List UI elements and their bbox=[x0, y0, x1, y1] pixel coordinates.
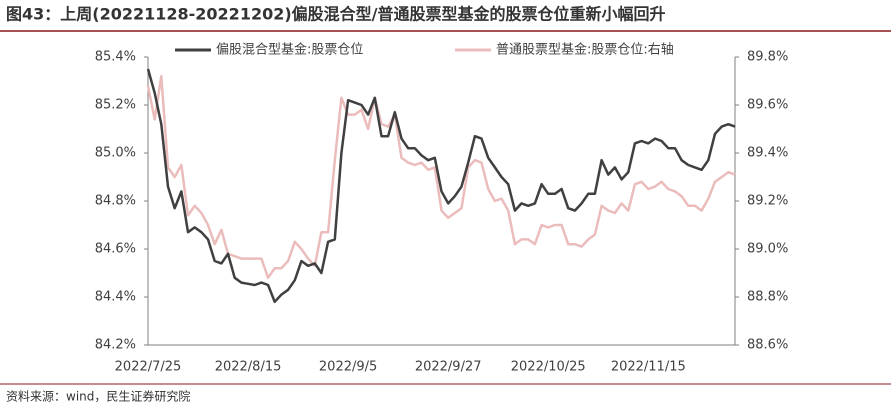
x-tick-label: 2022/11/15 bbox=[611, 360, 686, 375]
x-tick-label: 2022/8/15 bbox=[215, 360, 282, 375]
legend-label: 偏股混合型基金:股票仓位 bbox=[216, 42, 363, 58]
y-tick-label: 85.2% bbox=[95, 98, 136, 113]
y-tick-label: 84.8% bbox=[95, 194, 136, 209]
x-tick-label: 2022/9/27 bbox=[415, 360, 482, 375]
y2-tick-label: 89.2% bbox=[747, 194, 788, 209]
y2-tick-label: 89.8% bbox=[747, 50, 788, 65]
y-tick-label: 84.4% bbox=[95, 290, 136, 305]
y-tick-label: 84.6% bbox=[95, 242, 136, 257]
series-line bbox=[146, 74, 736, 280]
y2-tick-label: 88.6% bbox=[747, 338, 788, 353]
source: 资料来源：wind，民生证券研究院 bbox=[6, 389, 190, 404]
y-tick-label: 84.2% bbox=[95, 338, 136, 353]
legend-label: 普通股票型基金:股票仓位:右轴 bbox=[496, 42, 674, 58]
y-tick-label: 85.0% bbox=[95, 146, 136, 161]
y2-tick-label: 88.8% bbox=[747, 290, 788, 305]
y2-tick-label: 89.6% bbox=[747, 98, 788, 113]
x-tick-label: 2022/10/25 bbox=[511, 360, 586, 375]
x-tick-label: 2022/7/25 bbox=[115, 360, 182, 375]
chart-title: 图43：上周(20221128-20221202)偏股混合型/普通股票型基金的股… bbox=[6, 5, 666, 24]
x-tick-label: 2022/9/5 bbox=[319, 360, 377, 375]
y2-tick-label: 89.0% bbox=[747, 242, 788, 257]
y-tick-label: 85.4% bbox=[95, 50, 136, 65]
series-line bbox=[146, 68, 736, 304]
y2-tick-label: 89.4% bbox=[747, 146, 788, 161]
